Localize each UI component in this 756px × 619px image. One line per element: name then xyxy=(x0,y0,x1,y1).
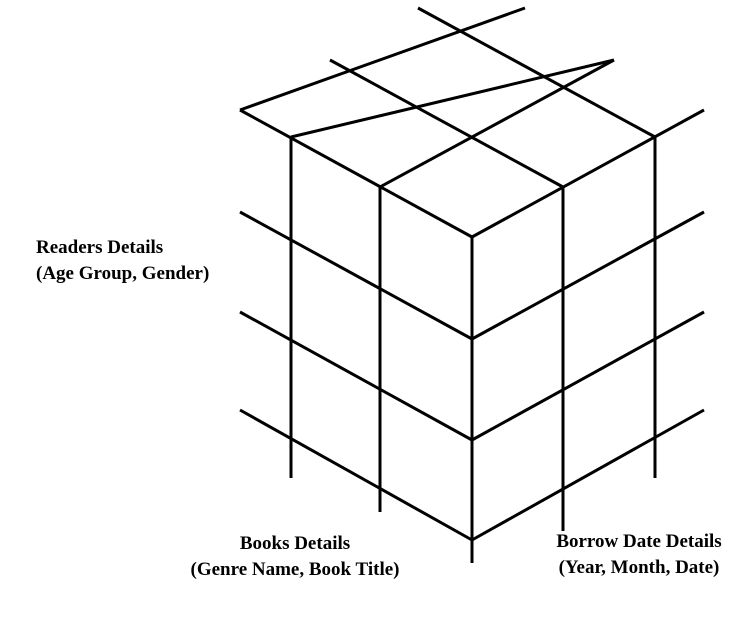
borrow-date-details-title: Borrow Date Details xyxy=(556,531,722,552)
top-face-line-front-left xyxy=(379,58,615,189)
top-face-line-mid xyxy=(290,58,615,139)
books-details-attributes: (Genre Name, Book Title) xyxy=(190,559,400,580)
top-face-line-depth-mid xyxy=(329,58,564,189)
left-face-line-1 xyxy=(239,210,473,341)
right-face-line-1 xyxy=(471,210,705,341)
right-face-line-3 xyxy=(471,408,705,542)
readers-details-label: Readers Details (Age Group, Gender) xyxy=(36,235,209,287)
top-face-line-depth-back xyxy=(417,6,656,139)
readers-details-attributes: (Age Group, Gender) xyxy=(36,263,210,284)
books-details-title: Books Details xyxy=(239,533,351,554)
top-face-line-depth-front xyxy=(239,108,473,239)
readers-details-title: Readers Details xyxy=(36,237,164,258)
books-details-label: Books Details (Genre Name, Book Title) xyxy=(150,531,440,583)
borrow-date-details-attributes: (Year, Month, Date) xyxy=(558,557,720,578)
right-face-line-2 xyxy=(471,310,705,442)
borrow-date-details-label: Borrow Date Details (Year, Month, Date) xyxy=(526,529,752,581)
top-face-line-back xyxy=(239,6,526,112)
left-face-line-2 xyxy=(239,310,473,442)
top-face-line-right-edge xyxy=(471,108,705,239)
left-face-line-3 xyxy=(239,408,473,542)
